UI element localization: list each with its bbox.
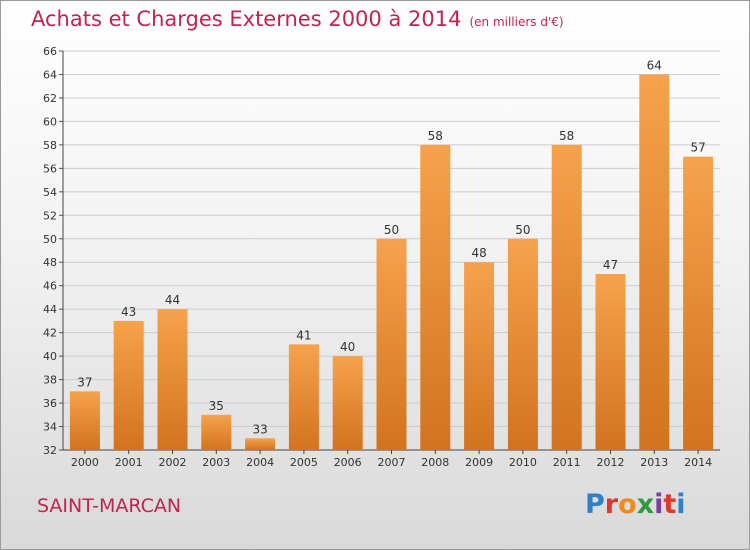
logo-letter: r [604, 489, 619, 520]
data-label: 47 [603, 258, 618, 272]
y-tick-label: 46 [43, 280, 57, 293]
y-tick-label: 62 [43, 92, 57, 105]
chart-title: Achats et Charges Externes 2000 à 2014 (e… [31, 7, 564, 31]
data-label: 48 [471, 246, 486, 260]
data-label: 58 [559, 129, 574, 143]
y-tick-label: 52 [43, 209, 57, 222]
data-label: 33 [252, 422, 267, 436]
data-label: 35 [209, 399, 224, 413]
x-tick-label: 2006 [334, 456, 362, 469]
town-name: SAINT-MARCAN [37, 495, 182, 517]
data-label: 58 [428, 129, 443, 143]
data-label: 41 [296, 328, 311, 342]
y-tick-label: 34 [43, 421, 57, 434]
x-tick-label: 2011 [553, 456, 581, 469]
logo-letter: P [585, 489, 605, 520]
data-labels: 37 43 44 35 33 41 40 50 58 48 50 58 47 64 57 [77, 58, 705, 436]
x-tick-label: 2014 [684, 456, 712, 469]
x-tick-label: 2008 [421, 456, 449, 469]
bar [683, 156, 714, 450]
data-label: 43 [121, 305, 136, 319]
y-tick-label: 40 [43, 350, 57, 363]
bar [595, 273, 626, 450]
logo-letter: x [636, 489, 655, 520]
y-tick-label: 38 [43, 374, 57, 387]
data-label: 37 [77, 375, 92, 389]
y-tick-label: 54 [43, 186, 57, 199]
y-tick-label: 48 [43, 256, 57, 269]
y-tick-label: 56 [43, 162, 57, 175]
logo-letter: i [676, 489, 686, 520]
x-tick-label: 2013 [640, 456, 668, 469]
x-tick-label: 2005 [290, 456, 318, 469]
y-tick-label: 36 [43, 397, 57, 410]
x-tick-label: 2002 [159, 456, 187, 469]
bar [245, 438, 276, 450]
x-tick-label: 2003 [202, 456, 230, 469]
x-tick-label: 2007 [378, 456, 406, 469]
y-tick-label: 66 [43, 45, 57, 58]
x-tick-label: 2004 [246, 456, 274, 469]
y-tick-label: 60 [43, 115, 57, 128]
bar [69, 391, 100, 450]
logo-letter: o [618, 489, 637, 520]
bar [113, 320, 144, 450]
title-text: Achats et Charges Externes 2000 à 2014 [31, 7, 462, 31]
y-tick-label: 64 [43, 68, 57, 81]
bar [639, 74, 670, 451]
x-tick-label: 2010 [509, 456, 537, 469]
data-label: 40 [340, 340, 355, 354]
logo-letter: i [654, 489, 664, 520]
bar [376, 238, 407, 450]
bar [420, 144, 451, 450]
y-tick-label: 50 [43, 233, 57, 246]
bar [288, 344, 319, 450]
y-tick-label: 58 [43, 139, 57, 152]
data-label: 50 [515, 223, 530, 237]
x-tick-label: 2000 [71, 456, 99, 469]
data-label: 50 [384, 223, 399, 237]
x-tick-label: 2012 [597, 456, 625, 469]
bar [464, 262, 495, 450]
bars [69, 74, 714, 451]
logo-letter: t [663, 489, 677, 520]
bar [332, 356, 363, 450]
bar [551, 144, 582, 450]
unit-note: (en milliers d'€) [469, 15, 564, 29]
data-label: 64 [647, 58, 662, 72]
bar [201, 414, 232, 450]
y-tick-label: 44 [43, 303, 57, 316]
bar [507, 238, 538, 450]
x-tick-label: 2001 [115, 456, 143, 469]
data-label: 44 [165, 293, 180, 307]
y-tick-label: 42 [43, 327, 57, 340]
y-tick-label: 32 [43, 444, 57, 457]
bar [157, 309, 188, 450]
proxiti-logo: Proxiti [585, 489, 686, 520]
data-label: 57 [690, 141, 705, 155]
x-tick-label: 2009 [465, 456, 493, 469]
